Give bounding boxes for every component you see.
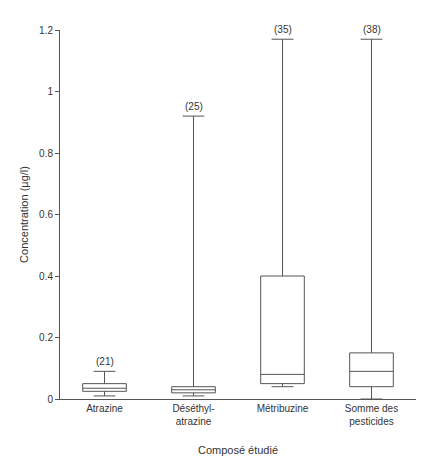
- svg-text:Déséthyl-atrazine: Déséthyl-atrazine: [172, 403, 214, 427]
- svg-text:Concentration (µg/l): Concentration (µg/l): [18, 166, 30, 263]
- svg-text:(21): (21): [96, 356, 114, 367]
- svg-text:Métribuzine: Métribuzine: [257, 403, 309, 414]
- svg-text:1: 1: [47, 86, 53, 97]
- svg-text:1.2: 1.2: [39, 25, 53, 36]
- svg-text:(35): (35): [274, 24, 292, 35]
- svg-text:0.2: 0.2: [39, 332, 53, 343]
- svg-text:0.6: 0.6: [39, 209, 53, 220]
- svg-text:0.8: 0.8: [39, 148, 53, 159]
- svg-text:Atrazine: Atrazine: [86, 403, 123, 414]
- svg-text:0: 0: [47, 394, 53, 405]
- svg-text:Composé étudié: Composé étudié: [198, 444, 278, 456]
- svg-text:(25): (25): [185, 101, 203, 112]
- svg-text:0.4: 0.4: [39, 271, 53, 282]
- svg-text:Somme despesticides: Somme despesticides: [345, 403, 398, 427]
- svg-text:(38): (38): [363, 24, 381, 35]
